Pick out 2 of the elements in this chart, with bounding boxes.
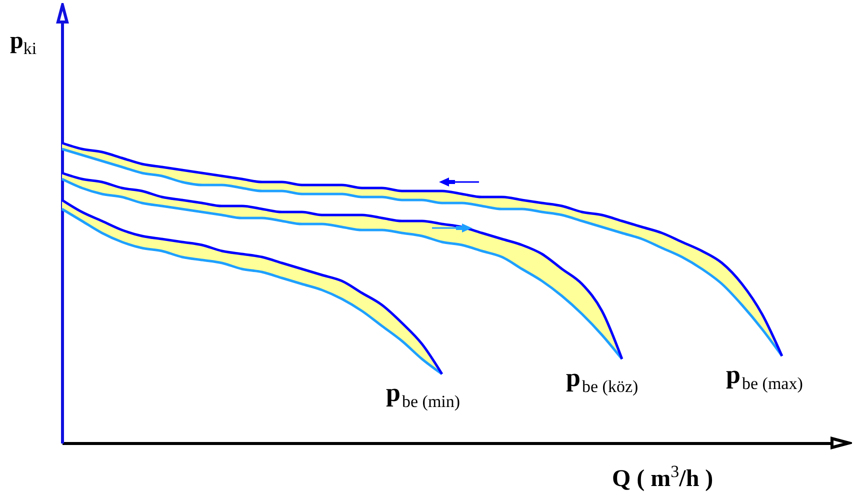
y-axis-title: p$_{ki}$: [10, 28, 37, 59]
x-axis-title: Q ( m$^{3}$/h ): [612, 462, 714, 493]
